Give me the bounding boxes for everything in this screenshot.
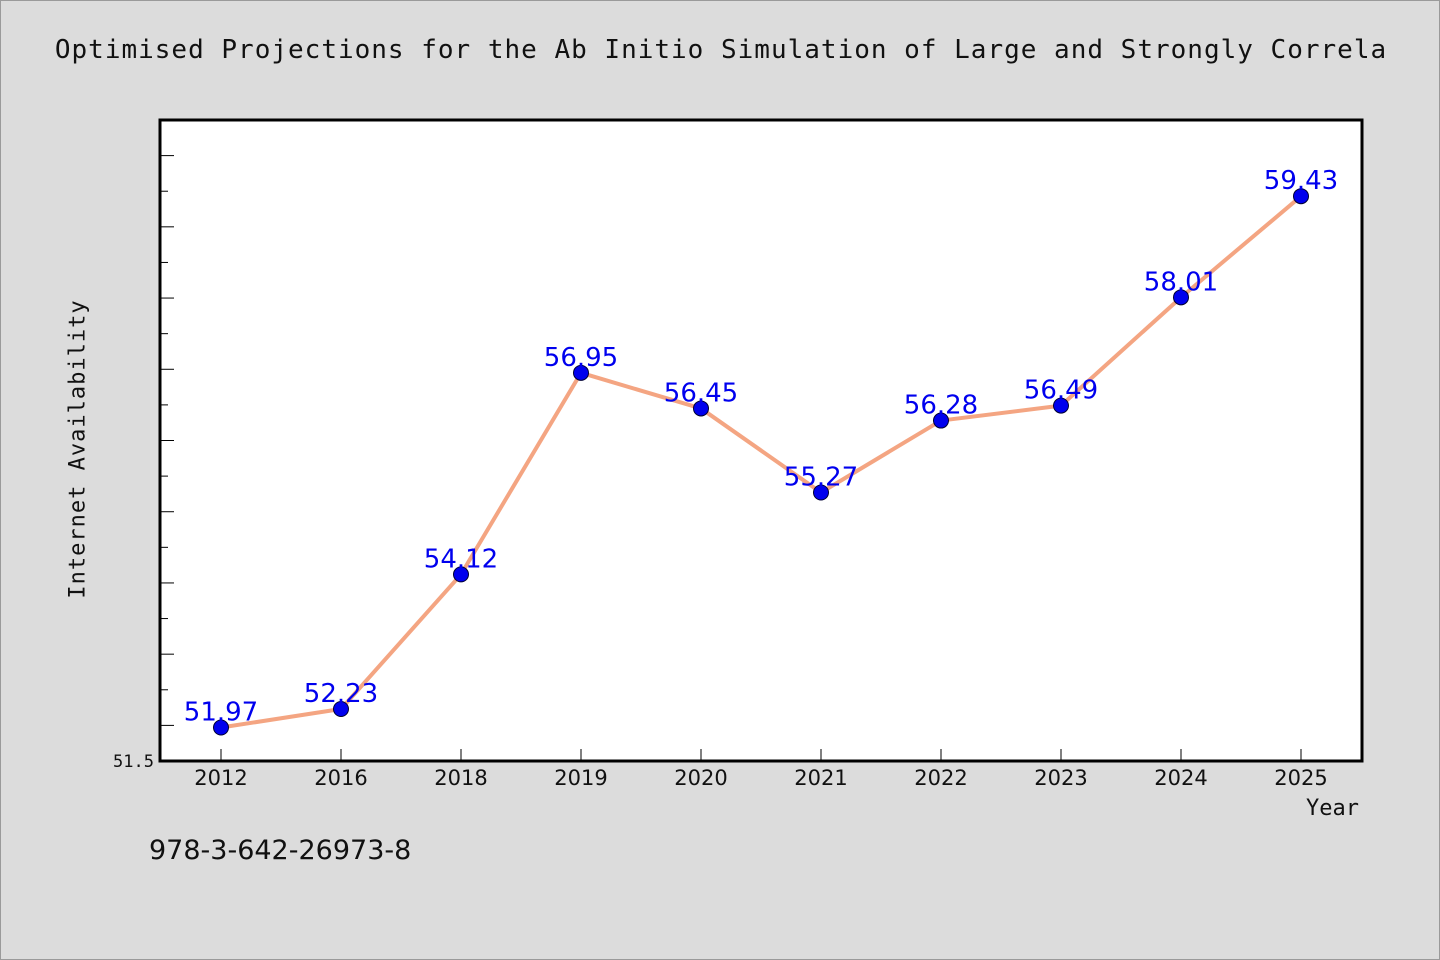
data-point <box>933 412 949 429</box>
x-tick-label: 2019 <box>554 766 607 790</box>
x-tick-label: 2018 <box>434 766 487 790</box>
data-label: 56.49 <box>1024 376 1098 406</box>
data-point <box>333 701 349 718</box>
data-point <box>813 484 829 501</box>
footer-isbn: 978-3-642-26973-8 <box>149 835 412 866</box>
series-group: 51.97 52.23 54.12 56.95 56.45 55.27 56.28 56.49… <box>184 166 1338 736</box>
data-point <box>1173 289 1189 306</box>
y-axis-ticks: 51.5 <box>113 119 174 772</box>
data-label: 55.27 <box>784 462 858 492</box>
data-point <box>1053 397 1069 414</box>
data-label: 59.43 <box>1264 166 1338 196</box>
x-tick-label: 2023 <box>1034 766 1087 790</box>
data-label: 56.28 <box>904 391 978 421</box>
data-label: 52.23 <box>304 679 378 709</box>
x-tick-label: 2024 <box>1154 766 1207 790</box>
x-tick-label: 2025 <box>1274 766 1327 790</box>
x-axis-label: Year <box>1306 796 1359 821</box>
x-tick-label: 2016 <box>314 766 367 790</box>
x-tick-label: 2022 <box>914 766 967 790</box>
data-point <box>573 364 589 381</box>
series-line <box>220 194 1303 730</box>
data-point <box>453 566 469 583</box>
plot-area <box>158 118 1364 763</box>
data-point <box>1293 188 1309 205</box>
data-point <box>213 719 229 736</box>
y-axis-label: Internet Availability <box>65 299 91 599</box>
data-label: 56.45 <box>664 378 738 408</box>
data-label: 54.12 <box>424 544 498 574</box>
data-label: 56.95 <box>544 343 618 373</box>
x-tick-label: 2020 <box>674 766 727 790</box>
data-point <box>693 400 709 417</box>
data-label: 51.97 <box>184 698 258 728</box>
x-tick-label: 2021 <box>794 766 847 790</box>
x-tick-label: 2012 <box>194 766 247 790</box>
chart-title: Optimised Projections for the Ab Initio … <box>54 35 1388 65</box>
x-axis-ticks: 2012 2016 2018 2019 2020 2021 2022 2023 2024 2025 <box>194 749 1328 790</box>
y-tick-label: 51.5 <box>113 752 154 772</box>
data-label: 58.01 <box>1144 267 1218 297</box>
